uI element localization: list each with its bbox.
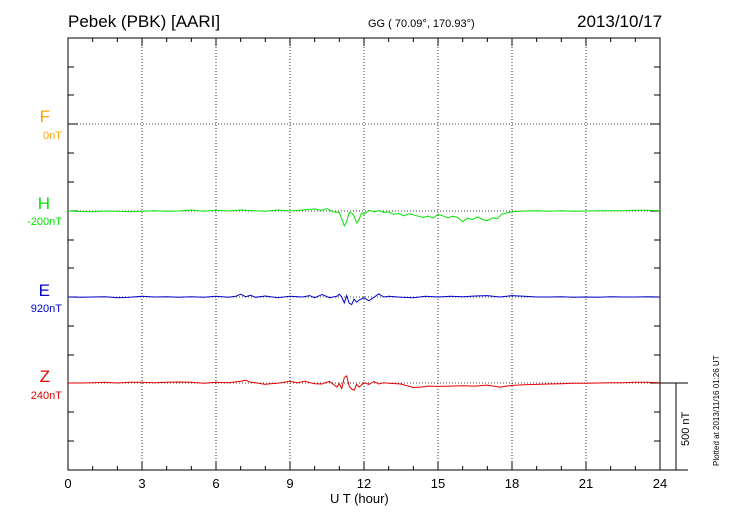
series-label-f: F — [39, 107, 50, 126]
series-line-h — [67, 208, 661, 227]
axis-ticks: 0 3 6 9 12 15 18 21 24 — [64, 38, 667, 491]
x-tick-label: 9 — [286, 476, 293, 491]
coordinates-label: GG ( 70.09°, 170.93°) — [368, 18, 475, 30]
baseline-label-f: 0nT — [43, 130, 62, 142]
grid — [68, 38, 660, 470]
series-line-z — [68, 374, 661, 391]
baseline-label-e: 920nT — [30, 303, 62, 315]
x-tick-label: 24 — [653, 476, 667, 491]
series-label-e: E — [38, 281, 50, 300]
plotted-timestamp: Plotted at 2013/11/16 01:26 UT — [712, 355, 721, 466]
x-axis-label: U T (hour) — [330, 491, 389, 506]
x-tick-label: 21 — [579, 476, 593, 491]
x-tick-label: 12 — [357, 476, 371, 491]
station-title: Pebek (PBK) [AARI] — [68, 12, 221, 31]
x-tick-label: 0 — [64, 476, 71, 491]
series-label-h: H — [37, 194, 50, 213]
scale-bar-label: 500 nT — [680, 411, 692, 446]
series-line-e — [67, 293, 661, 306]
scale-bar — [660, 382, 688, 471]
series-lines — [67, 208, 661, 391]
baseline-label-h: -200nT — [27, 216, 62, 228]
x-tick-label: 3 — [138, 476, 145, 491]
x-tick-label: 18 — [505, 476, 519, 491]
date-label: 2013/10/17 — [577, 12, 663, 31]
x-tick-label: 15 — [431, 476, 445, 491]
series-label-z: Z — [39, 367, 50, 386]
x-tick-label: 6 — [212, 476, 219, 491]
baseline-label-z: 240nT — [30, 390, 62, 402]
